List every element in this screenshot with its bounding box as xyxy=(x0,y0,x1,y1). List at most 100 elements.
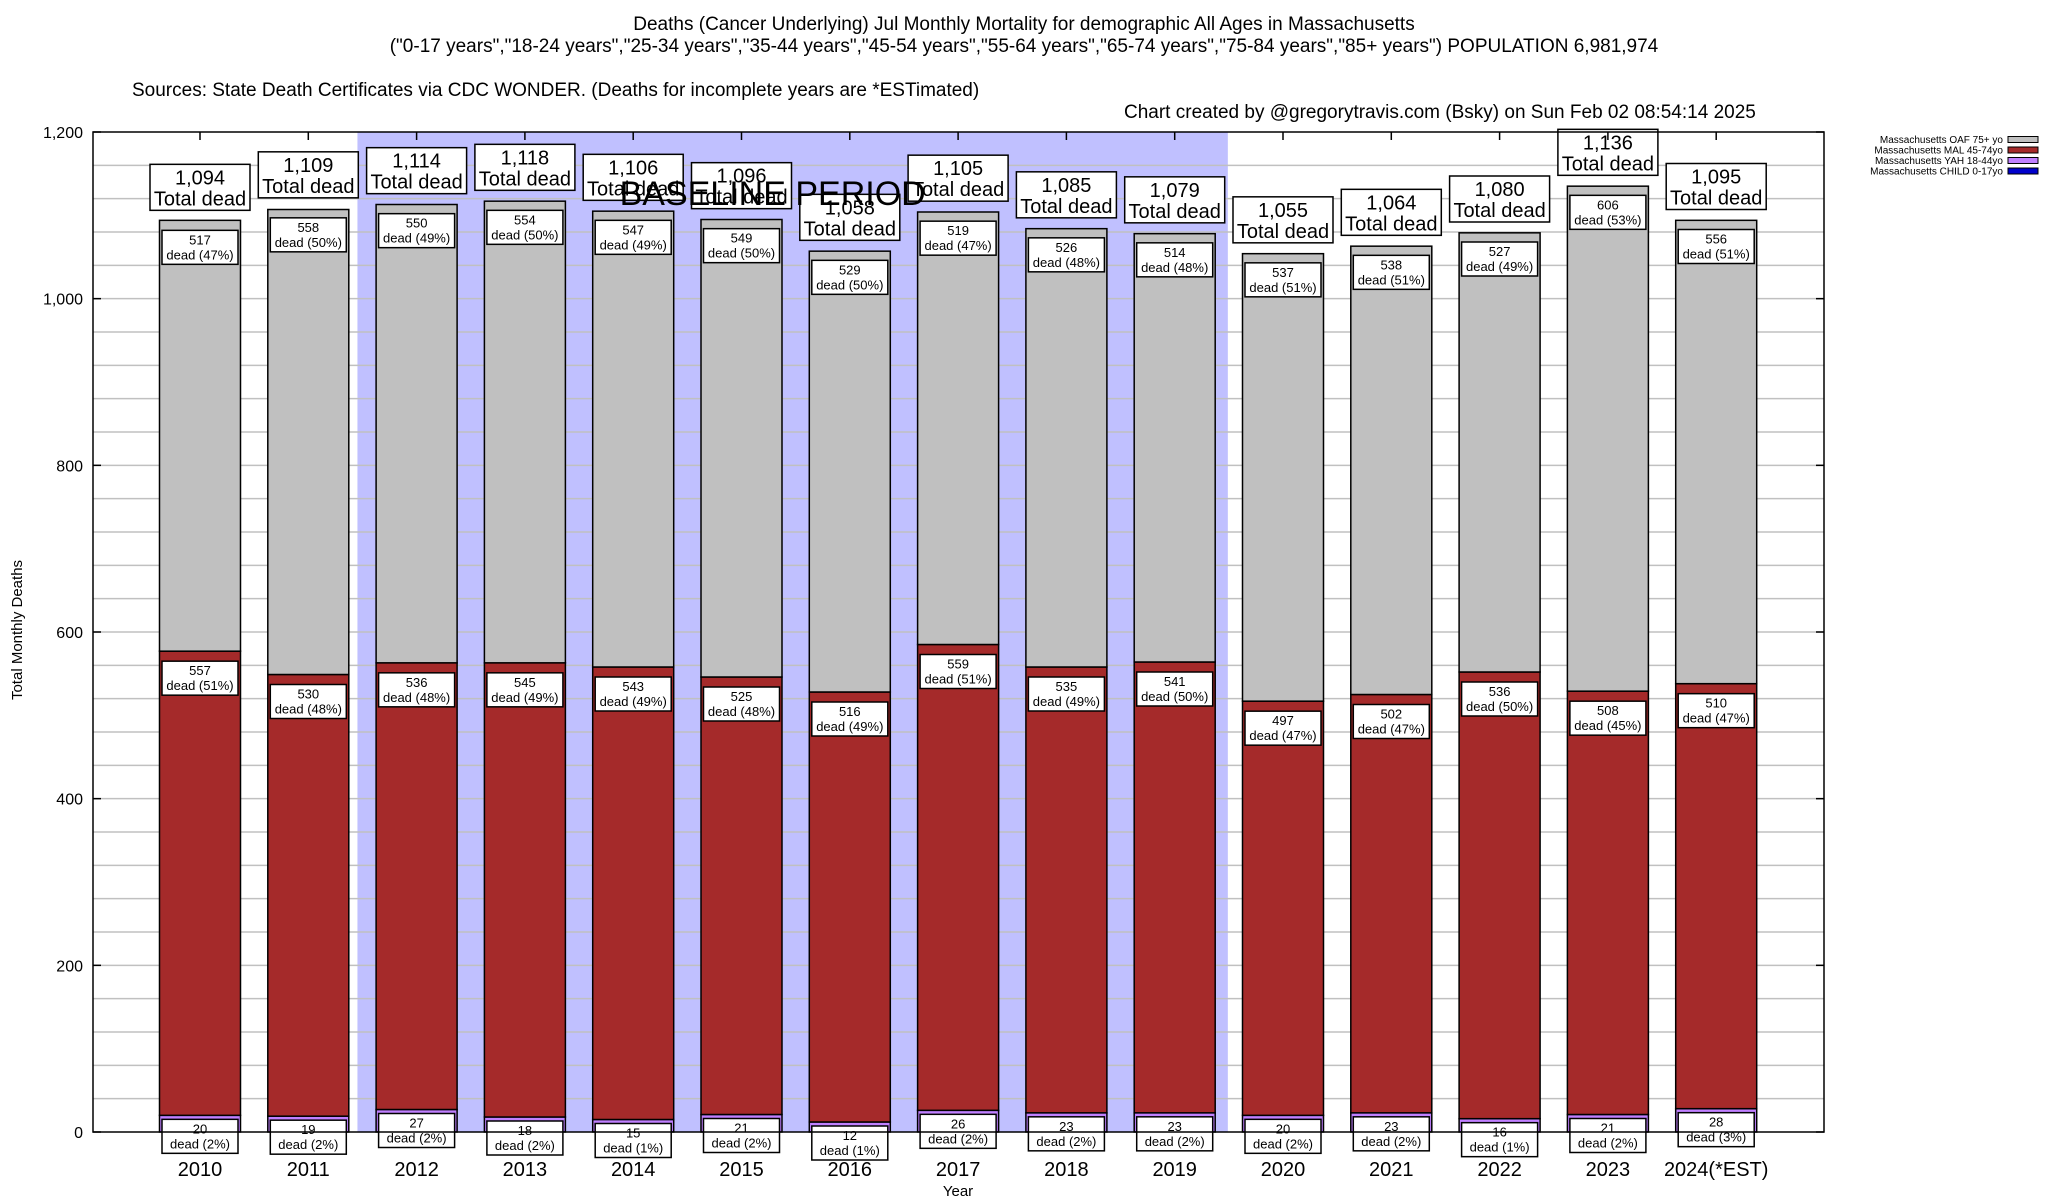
total-label-value: 1,055 xyxy=(1258,200,1308,222)
segment-label-box xyxy=(486,1120,564,1156)
total-label-suffix: Total dead xyxy=(1345,213,1437,235)
segment-label-value: 508 xyxy=(1597,703,1619,718)
bar-segment xyxy=(916,211,1000,646)
bar-stack-2024(*EST) xyxy=(1674,219,1758,1133)
segment-label-value: 547 xyxy=(622,222,644,237)
segment-label-pct: dead (49%) xyxy=(600,237,667,252)
segment-label-box xyxy=(1677,228,1755,265)
segment-label-box xyxy=(594,1122,672,1159)
segment-label-pct: dead (47%) xyxy=(1683,711,1750,726)
segment-label-box xyxy=(1460,1121,1539,1158)
bar-segment xyxy=(1674,219,1758,685)
segment-label-box xyxy=(594,676,672,712)
total-label-suffix: Total dead xyxy=(154,188,246,210)
total-label-box xyxy=(907,154,1009,202)
legend-swatch xyxy=(2007,136,2039,143)
total-label-box xyxy=(1340,188,1443,237)
bar-segment xyxy=(1458,671,1541,1120)
segment-label-pct: dead (48%) xyxy=(708,704,775,719)
segment-label-value: 20 xyxy=(193,1121,207,1136)
segment-label-value: 529 xyxy=(839,262,861,277)
total-label-suffix: Total dead xyxy=(1453,200,1545,222)
segment-label-box xyxy=(1135,671,1214,707)
segment-label-value: 535 xyxy=(1056,679,1078,694)
segment-label-box xyxy=(1677,1111,1755,1148)
chart-sources-line: Sources: State Death Certificates via CD… xyxy=(0,58,2048,124)
total-label-suffix: Total dead xyxy=(1562,153,1654,175)
total-label-box xyxy=(1123,176,1226,224)
segment-label-pct: dead (2%) xyxy=(1361,1134,1421,1149)
segment-label-pct: dead (49%) xyxy=(491,690,558,705)
segment-label-pct: dead (3%) xyxy=(1686,1130,1746,1145)
bar-segment xyxy=(1350,693,1433,1114)
segment-label-box xyxy=(377,212,456,249)
segment-label-value: 558 xyxy=(297,220,319,235)
total-label-value: 1,118 xyxy=(501,147,550,169)
total-label-box xyxy=(1448,175,1551,223)
segment-label-box xyxy=(161,660,239,696)
segment-label-value: 549 xyxy=(731,231,753,246)
segment-label-value: 23 xyxy=(1384,1119,1398,1134)
segment-label-pct: dead (50%) xyxy=(708,246,775,261)
y-tick-label: 1,000 xyxy=(43,292,83,309)
segment-label-value: 556 xyxy=(1705,232,1727,247)
segment-label-value: 510 xyxy=(1705,696,1727,711)
segment-label-value: 536 xyxy=(1489,684,1511,699)
segment-label-box xyxy=(1569,700,1647,736)
x-tick-label: 2021 xyxy=(1369,1159,1414,1181)
segment-label-pct: dead (47%) xyxy=(166,247,233,262)
bar-segment xyxy=(483,200,567,664)
segment-label-pct: dead (50%) xyxy=(275,235,342,250)
segment-label-pct: dead (49%) xyxy=(600,694,667,709)
segment-label-value: 18 xyxy=(518,1123,532,1138)
segment-label-pct: dead (48%) xyxy=(383,690,450,705)
total-label-value: 1,080 xyxy=(1475,179,1525,201)
segment-label-pct: dead (2%) xyxy=(278,1137,338,1152)
segment-label-pct: dead (2%) xyxy=(712,1136,772,1151)
segment-label-pct: dead (2%) xyxy=(495,1138,555,1153)
bar-segment xyxy=(375,662,458,1111)
bar-segment xyxy=(375,203,458,664)
total-label-box xyxy=(1665,162,1767,211)
bar-stack-2016 xyxy=(808,250,892,1133)
x-tick-label: 2024(*EST) xyxy=(1664,1159,1769,1181)
segment-label-value: 23 xyxy=(1059,1119,1073,1134)
total-label-suffix: Total dead xyxy=(695,187,787,209)
bar-segment xyxy=(1025,666,1108,1114)
bar-segment xyxy=(1241,700,1325,1117)
segment-label-box xyxy=(486,672,564,708)
segment-label-value: 530 xyxy=(297,687,319,702)
bar-stack-2014 xyxy=(591,210,675,1133)
segment-label-pct: dead (50%) xyxy=(1466,699,1533,714)
y-tick-label: 1,200 xyxy=(43,125,83,142)
segment-label-value: 543 xyxy=(622,679,644,694)
total-label-box xyxy=(799,193,901,242)
segment-label-value: 527 xyxy=(1489,244,1511,259)
x-tick-label: 2010 xyxy=(178,1159,223,1181)
segment-label-pct: dead (2%) xyxy=(1253,1136,1313,1151)
bar-stack-2019 xyxy=(1133,232,1216,1133)
y-tick-label: 400 xyxy=(56,792,83,809)
total-label-suffix: Total dead xyxy=(1020,196,1112,218)
bar-segment xyxy=(483,662,567,1118)
